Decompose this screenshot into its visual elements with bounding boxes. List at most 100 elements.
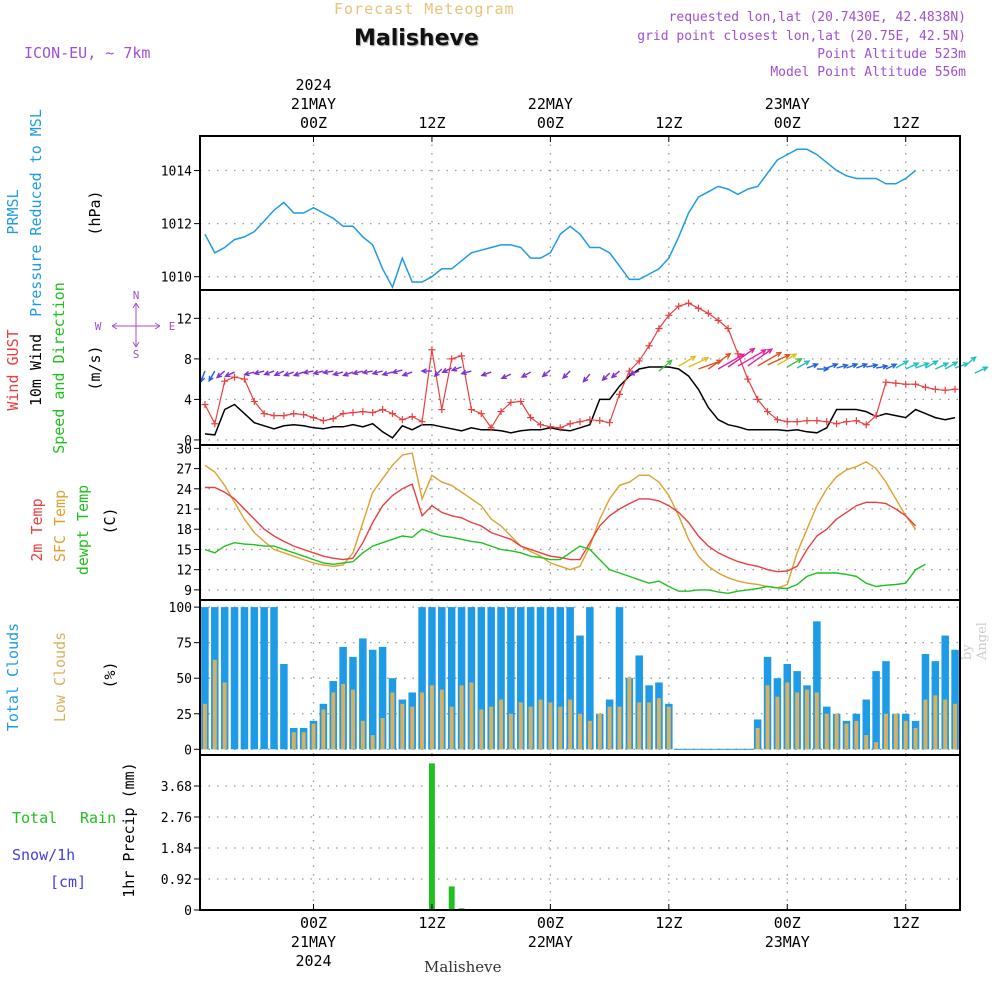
gust-marker [566, 420, 574, 428]
wind-arrow-shaft [895, 360, 909, 369]
top-time-label: 00Z [300, 114, 327, 132]
wind-arrow-head [441, 367, 448, 373]
low-cloud-bar [499, 699, 504, 750]
wind-arrow-shaft [611, 370, 620, 378]
wind-arrow-shaft [678, 355, 696, 367]
compass-west-label: W [95, 320, 102, 333]
wind-arrow [796, 360, 811, 369]
gust-marker [764, 408, 772, 416]
wind-arrow-head [433, 371, 440, 378]
low-cloud-bar [222, 682, 227, 750]
pressure-line [204, 148, 917, 290]
wind-arrow [885, 363, 898, 370]
wind-arrow-head [725, 352, 732, 359]
wind-arrow-head [610, 372, 617, 379]
wind-direction-label: Speed and Direction [50, 282, 68, 454]
wind-arrow-head [480, 371, 487, 377]
wind-arrow-head [832, 362, 839, 369]
wind-arrow-shaft [629, 370, 640, 376]
bottom-time-label: 12Z [892, 914, 919, 932]
gust-marker [517, 397, 525, 405]
gust-marker [250, 397, 258, 405]
low-cloud-bar [943, 699, 948, 750]
meteogram-super-title: Forecast Meteogram [334, 0, 515, 18]
model-altitude: Model Point Altitude 556m [770, 65, 966, 80]
gust-marker [694, 304, 702, 312]
total-cloud-bar [270, 607, 278, 750]
wind-arrow [856, 362, 869, 369]
wind-arrow-head [882, 364, 889, 370]
gust-marker [734, 350, 742, 358]
precip-total-label: Total [12, 809, 57, 827]
total-cloud-bar [813, 621, 821, 750]
precip-ytick-label: 0 [184, 904, 192, 919]
low-cloud-bar [666, 706, 671, 750]
clouds-ytick-label: 25 [176, 708, 192, 723]
gust-marker [339, 410, 347, 418]
wind-arrow-shaft [225, 371, 235, 377]
wind-arrow-head [784, 353, 791, 360]
wind-arrow-head [273, 370, 280, 376]
clouds-ytick-label: 75 [176, 637, 192, 652]
low-cloud-bar [489, 706, 494, 750]
wind-arrow-shaft [353, 370, 364, 375]
total-cloud-bar [941, 635, 949, 750]
wind-arrow [895, 360, 910, 369]
rain-bar [428, 763, 435, 910]
gust-marker [892, 379, 900, 387]
wind-arrow-shaft [866, 364, 878, 368]
gust-marker [458, 352, 466, 360]
wind-arrow-shaft [264, 370, 275, 376]
gust-marker [438, 406, 446, 414]
wind-arrow [243, 370, 255, 377]
gust-marker [418, 418, 426, 426]
wind-arrow-head [215, 372, 223, 379]
low-cloud-bar [824, 713, 829, 750]
wind-arrow-shaft [294, 371, 304, 377]
gust-marker [872, 412, 880, 420]
low-cloud-bar [884, 713, 888, 750]
wind-arrow [208, 370, 216, 383]
wind-arrow-head [932, 360, 939, 366]
wind-arrow-shaft [954, 362, 969, 369]
wind-arrow-head [952, 361, 959, 367]
wind-ytick-label: 4 [184, 393, 192, 408]
total-cloud-bar [517, 607, 525, 750]
wind-arrow-shaft [254, 370, 265, 375]
wind-arrow-head [342, 371, 349, 377]
wind-arrow-head [601, 375, 608, 382]
low-cloud-bar [301, 732, 306, 750]
low-cloud-bar [953, 703, 958, 750]
low-cloud-bar [607, 706, 612, 750]
wind-arrow [944, 361, 959, 370]
pressure-unit: (hPa) [86, 190, 104, 235]
low-cloud-bar [341, 683, 346, 750]
wind-arrow-shaft [313, 370, 324, 375]
temp-ytick-label: 27 [176, 463, 192, 478]
clouds-ytick-label: 100 [169, 601, 192, 616]
precip-ytick-label: 1.84 [161, 842, 192, 857]
total-cloud-bar [201, 607, 209, 750]
total-cloud-bar [438, 607, 446, 750]
gust-marker [803, 417, 811, 425]
wind-arrow-head [420, 368, 427, 374]
wind-arrow-shaft [208, 370, 216, 382]
wind-ytick-label: 12 [176, 312, 192, 327]
wind-arrow [717, 353, 746, 370]
gust-marker [724, 324, 732, 332]
wind-arrow-shaft [244, 371, 255, 376]
low-cloud-bar [765, 685, 770, 750]
wind-arrow-head [460, 369, 467, 376]
gust-marker [428, 346, 436, 354]
top-time-label: 2024 [295, 76, 331, 94]
total-cloud-bar [428, 607, 436, 750]
clouds-ytick-label: 50 [176, 672, 192, 687]
gust-marker [615, 390, 623, 398]
wind-arrow [747, 348, 774, 367]
gust-marker [645, 342, 653, 350]
bottom-time-label: 00Z [774, 914, 801, 932]
compass-rose-icon [111, 302, 161, 348]
bottom-time-label: 2024 [295, 952, 331, 970]
low-cloud-bar [380, 718, 385, 750]
